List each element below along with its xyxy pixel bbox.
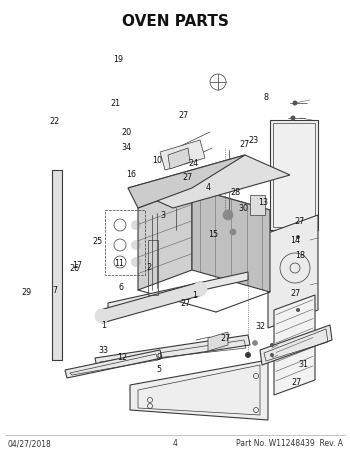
Text: 10: 10 (152, 156, 162, 165)
Polygon shape (95, 335, 250, 368)
Circle shape (95, 309, 109, 323)
Text: 24: 24 (188, 159, 198, 168)
Text: 33: 33 (98, 346, 108, 355)
Text: 11: 11 (114, 259, 124, 268)
Text: 27: 27 (239, 140, 250, 149)
Text: 27: 27 (178, 111, 189, 120)
Circle shape (270, 343, 274, 347)
Polygon shape (260, 325, 332, 365)
Text: 27: 27 (180, 299, 191, 308)
Text: 25: 25 (92, 237, 103, 246)
Text: 12: 12 (118, 353, 127, 362)
Polygon shape (108, 272, 248, 311)
Circle shape (131, 257, 141, 267)
Text: 4: 4 (173, 439, 177, 448)
Text: Part No. W11248439  Rev. A: Part No. W11248439 Rev. A (236, 439, 343, 448)
Text: 13: 13 (258, 198, 268, 207)
Polygon shape (128, 155, 245, 208)
Polygon shape (130, 360, 268, 420)
Text: 9: 9 (157, 353, 162, 362)
Text: 1: 1 (192, 291, 197, 300)
Circle shape (293, 101, 297, 106)
Text: 17: 17 (73, 261, 83, 270)
Circle shape (296, 308, 300, 312)
Text: 2: 2 (146, 263, 151, 272)
Text: 14: 14 (290, 236, 300, 245)
Circle shape (223, 210, 233, 220)
Circle shape (296, 235, 300, 239)
Circle shape (252, 341, 258, 346)
Text: 7: 7 (53, 286, 58, 295)
Circle shape (131, 240, 141, 250)
Text: OVEN PARTS: OVEN PARTS (121, 14, 229, 29)
Polygon shape (52, 170, 62, 360)
Text: 29: 29 (22, 288, 32, 297)
Text: 04/27/2018: 04/27/2018 (7, 439, 51, 448)
Text: 26: 26 (69, 264, 79, 273)
Text: 32: 32 (256, 322, 266, 331)
Polygon shape (160, 140, 205, 170)
Polygon shape (128, 155, 290, 208)
Text: 22: 22 (49, 117, 60, 126)
Circle shape (131, 220, 141, 230)
Text: 27: 27 (294, 217, 304, 226)
Polygon shape (100, 282, 202, 323)
Text: 3: 3 (160, 211, 165, 220)
Polygon shape (65, 350, 162, 378)
Circle shape (270, 353, 274, 357)
Text: 30: 30 (238, 204, 248, 213)
Text: 6: 6 (118, 283, 123, 292)
Circle shape (193, 282, 207, 296)
Text: 27: 27 (220, 334, 231, 343)
Text: 27: 27 (290, 289, 301, 298)
Polygon shape (274, 295, 315, 395)
Text: 4: 4 (206, 183, 211, 193)
Circle shape (245, 352, 251, 358)
Text: 18: 18 (295, 251, 305, 260)
Polygon shape (268, 215, 318, 328)
Text: 15: 15 (209, 230, 218, 239)
Polygon shape (138, 188, 192, 290)
Text: 27: 27 (182, 173, 192, 182)
Text: 5: 5 (157, 365, 162, 374)
Text: 16: 16 (126, 170, 136, 179)
Text: 8: 8 (264, 93, 268, 102)
Text: 27: 27 (292, 378, 302, 387)
Polygon shape (138, 188, 270, 230)
Text: 34: 34 (121, 143, 131, 152)
Text: 21: 21 (111, 99, 120, 108)
Polygon shape (270, 120, 318, 230)
Circle shape (290, 116, 295, 120)
Text: 31: 31 (299, 360, 309, 369)
Polygon shape (208, 332, 228, 351)
Polygon shape (192, 188, 270, 292)
Text: 23: 23 (249, 136, 259, 145)
Text: 19: 19 (113, 55, 123, 64)
Text: 28: 28 (230, 188, 240, 197)
Text: 20: 20 (121, 128, 131, 137)
Circle shape (230, 229, 236, 235)
Polygon shape (168, 148, 190, 169)
Polygon shape (250, 195, 265, 215)
Text: 1: 1 (101, 321, 106, 330)
